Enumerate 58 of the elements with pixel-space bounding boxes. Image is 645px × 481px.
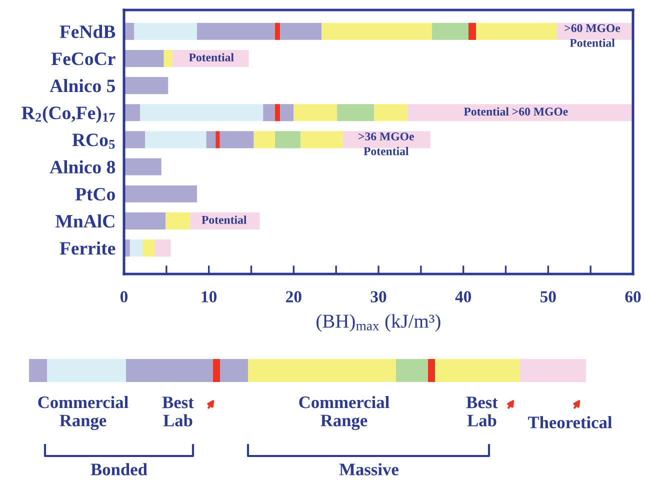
- bar: [206, 131, 216, 148]
- annotation: >36 MGOe Potential: [358, 132, 414, 156]
- text: Bonded: [90, 463, 148, 476]
- bar: [275, 22, 280, 40]
- annotation: Potential: [202, 216, 247, 224]
- x-tick-label: 50: [540, 291, 556, 302]
- bar: [216, 131, 220, 148]
- bar: [134, 22, 197, 40]
- x-tick-label: 30: [370, 291, 386, 302]
- bar: [374, 104, 408, 122]
- y-tick-label: MnAlC: [56, 214, 114, 228]
- y-tick-label: FeNdB: [60, 24, 116, 38]
- text: Massive: [339, 463, 398, 476]
- annotation: >60 MGOe Potential: [564, 24, 620, 47]
- bar: [432, 22, 468, 40]
- bar: [196, 22, 276, 40]
- bar: [300, 131, 343, 148]
- bar: [294, 104, 337, 122]
- text: Best Lab: [162, 396, 194, 426]
- bar: [130, 239, 143, 257]
- bar: [407, 104, 633, 122]
- bar: [124, 77, 168, 94]
- text: Commercial Range: [38, 396, 128, 430]
- x-tick-label: 20: [286, 291, 302, 302]
- annotation: Potential >60 MGOe: [464, 107, 568, 116]
- bar: [124, 50, 164, 67]
- y-tick-label: RCo$_{5}$: [72, 134, 115, 149]
- text: Best Lab: [466, 396, 498, 426]
- bar: [220, 131, 254, 148]
- x-tick-label: 60: [625, 291, 641, 302]
- bar: [322, 22, 432, 40]
- y-tick-label: FeCoCr: [51, 52, 116, 66]
- y-tick-label: PtCo: [75, 188, 115, 201]
- bar: [124, 212, 166, 230]
- y-tick-label: R$_{2}$(Co,Fe)$_{17}$: [22, 106, 115, 124]
- bar: [336, 104, 374, 122]
- bar: [124, 158, 162, 176]
- text: Commercial Range: [299, 396, 390, 430]
- bar: [124, 131, 146, 148]
- x-tick-label: 0: [120, 291, 128, 302]
- bar: [124, 104, 140, 122]
- bar: [275, 104, 280, 122]
- x-tick-label: 40: [455, 291, 472, 302]
- bar: [263, 104, 276, 122]
- y-tick-label: Ferrite: [60, 242, 116, 255]
- x-axis-title: (BH)$_{max}$ (kJ/m³): [316, 314, 440, 332]
- bar: [124, 185, 197, 202]
- x-tick-label: 10: [202, 291, 217, 302]
- text: Theoretical: [528, 416, 612, 428]
- y-tick-label: Alnico 8: [50, 160, 116, 174]
- bar: [254, 131, 276, 148]
- bar: [275, 131, 300, 148]
- bar: [145, 131, 206, 148]
- bar: [280, 104, 294, 122]
- bar: [280, 22, 322, 40]
- bar: [140, 104, 264, 122]
- y-tick-label: Alnico 5: [50, 79, 115, 92]
- annotation: Potential: [188, 53, 234, 62]
